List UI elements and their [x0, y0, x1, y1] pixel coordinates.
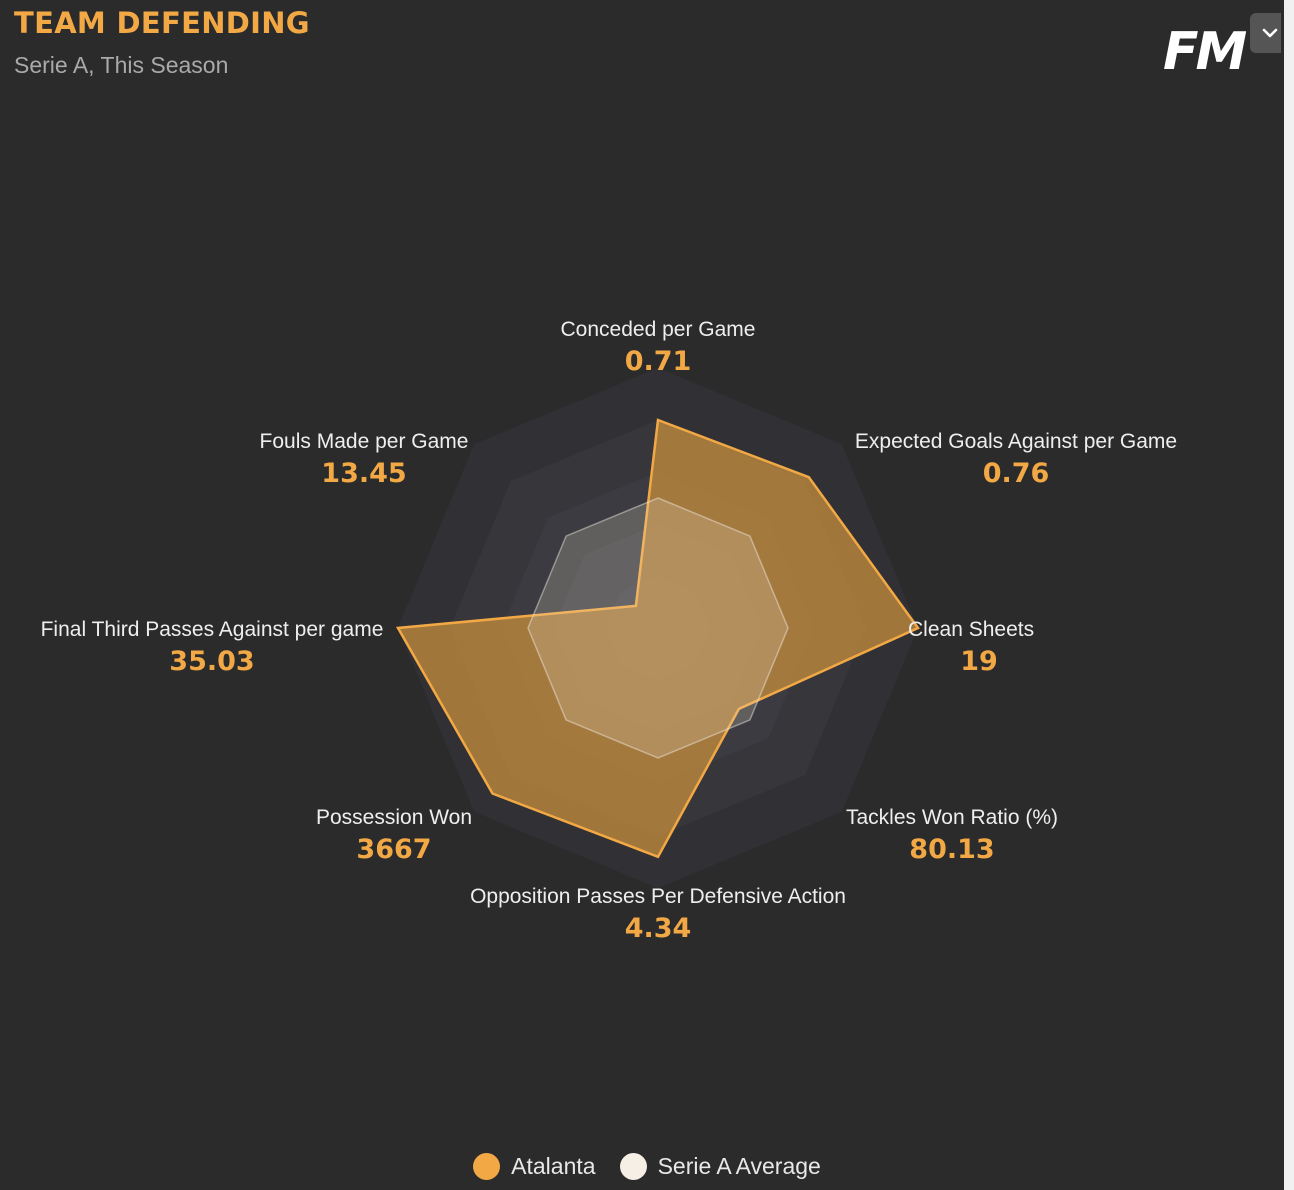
radar-series-serie-a-average[interactable]	[527, 497, 789, 759]
window-edge	[1284, 0, 1294, 1190]
axis-value-clean-sheets: 19	[960, 646, 998, 677]
axis-value-tackles-won-ratio: 80.13	[909, 834, 994, 865]
axis-value-fouls-made-per-game: 13.45	[321, 458, 406, 489]
legend-label-atalanta: Atalanta	[511, 1153, 596, 1179]
page-subtitle: Serie A, This Season	[14, 52, 229, 78]
legend-swatch-serie-a-average	[619, 1153, 647, 1180]
chart-legend: Atalanta Serie A Average	[0, 1153, 1294, 1180]
fm-logo: FM	[1163, 22, 1247, 82]
axis-label-expected-goals-against-per-game: Expected Goals Against per Game	[855, 430, 1177, 453]
axis-label-clean-sheets: Clean Sheets	[908, 618, 1034, 641]
page-title: TEAM DEFENDING	[14, 6, 310, 40]
axis-value-opposition-passes-per-defensive-action: 4.34	[625, 913, 692, 944]
legend-swatch-atalanta	[473, 1153, 501, 1180]
axis-value-conceded-per-game: 0.71	[625, 346, 692, 377]
radar-series	[395, 418, 920, 859]
legend-item-serie-a-average[interactable]: Serie A Average	[619, 1153, 821, 1180]
axis-label-fouls-made-per-game: Fouls Made per Game	[260, 430, 469, 453]
axis-value-final-third-passes-against-per-game: 35.03	[169, 646, 254, 677]
legend-label-serie-a-average: Serie A Average	[657, 1153, 821, 1179]
legend-item-atalanta[interactable]: Atalanta	[473, 1153, 596, 1180]
axis-value-expected-goals-against-per-game: 0.76	[983, 458, 1050, 489]
axis-label-opposition-passes-per-defensive-action: Opposition Passes Per Defensive Action	[470, 885, 846, 908]
chevron-down-icon	[1262, 28, 1278, 38]
radar-axis-labels: Conceded per Game 0.71 Expected Goals Agai…	[41, 318, 1177, 944]
radar-chart: Conceded per Game 0.71 Expected Goals Agai…	[41, 318, 1177, 944]
axis-label-final-third-passes-against-per-game: Final Third Passes Against per game	[41, 618, 384, 641]
axis-label-possession-won: Possession Won	[316, 806, 472, 829]
axis-value-possession-won: 3667	[356, 834, 431, 865]
window-edge-shadow	[1281, 0, 1284, 1190]
radar-series-atalanta[interactable]	[395, 418, 920, 859]
axis-label-tackles-won-ratio: Tackles Won Ratio (%)	[846, 806, 1058, 829]
axis-label-conceded-per-game: Conceded per Game	[561, 318, 756, 341]
